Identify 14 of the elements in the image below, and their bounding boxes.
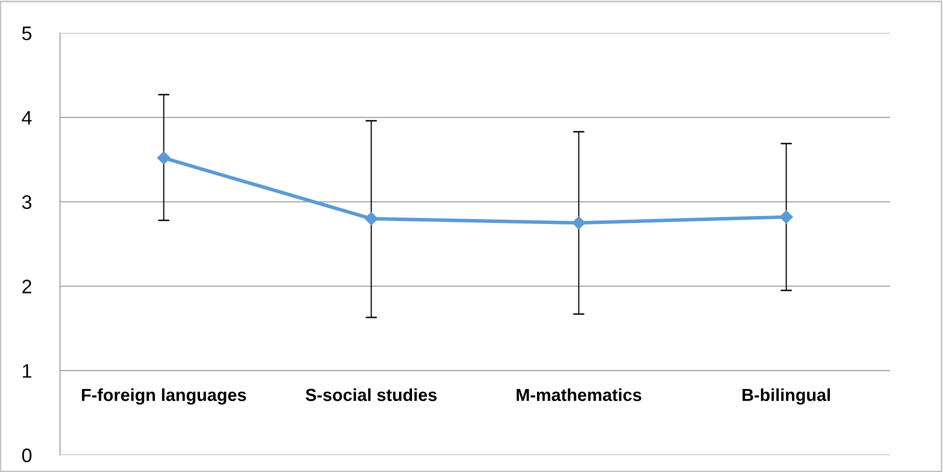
x-tick-label: F-foreign languages <box>82 388 246 405</box>
y-tick-label: 3 <box>22 195 32 210</box>
y-tick-label: 4 <box>22 111 32 124</box>
x-tick-label: M-mathematics <box>516 388 642 402</box>
x-tick-label: B-bilingual <box>742 388 830 405</box>
y-tick-label: 5 <box>22 26 32 40</box>
x-tick-label: S-social studies <box>306 388 437 402</box>
point <box>157 151 170 164</box>
y-tick-label: 2 <box>22 280 32 294</box>
y-tick-label: 1 <box>22 364 32 378</box>
point <box>364 212 378 226</box>
point <box>572 216 586 230</box>
point <box>780 210 793 224</box>
y-tick-label: 0 <box>22 448 32 462</box>
